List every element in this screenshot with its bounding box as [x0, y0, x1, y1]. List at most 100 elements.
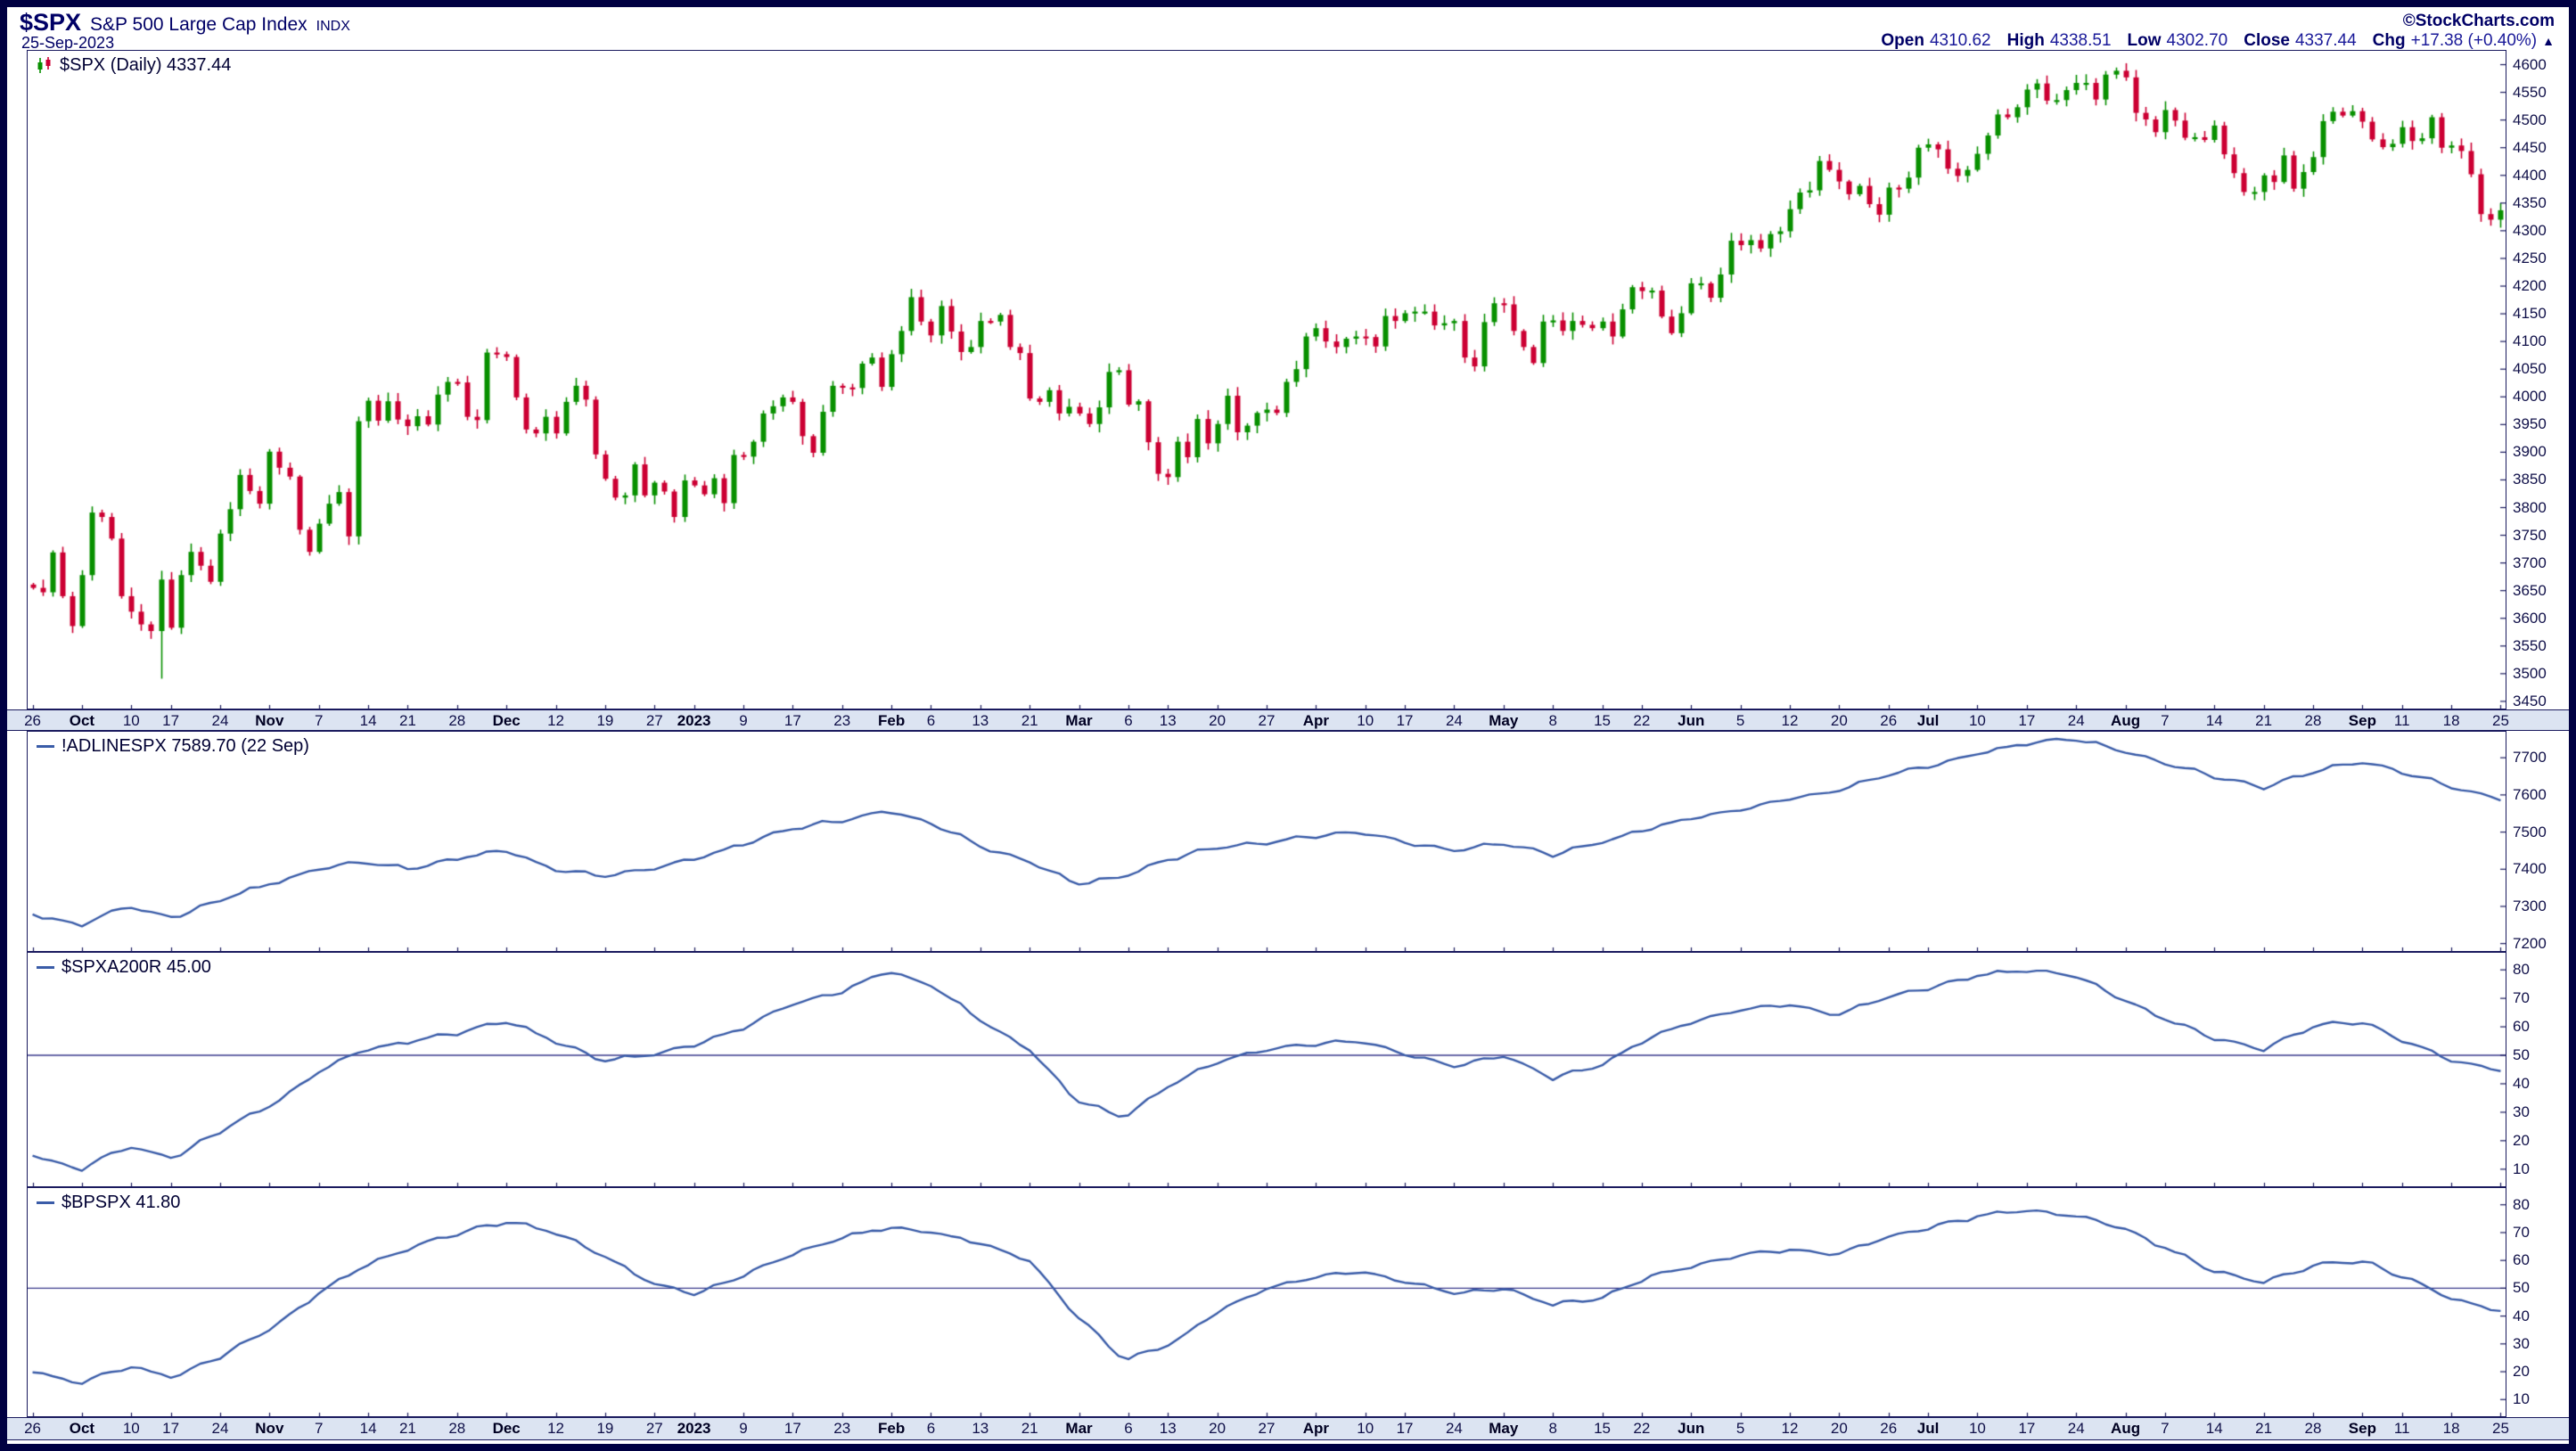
x-axis-label: 13 — [972, 712, 989, 729]
y-axis-label: 3800 — [2513, 498, 2547, 516]
adline-chart-canvas — [28, 732, 2506, 951]
x-axis-label: Sep — [2348, 712, 2376, 729]
x-axis-label: Feb — [877, 1420, 906, 1437]
low-value: 4302.70 — [2166, 31, 2228, 50]
x-axis-label: May — [1489, 1420, 1519, 1437]
x-axis-label: 13 — [972, 1420, 989, 1437]
x-axis-label: 9 — [739, 712, 748, 729]
adline-legend: !ADLINESPX 7589.70 (22 Sep) — [37, 736, 309, 757]
y-axis-label: 4250 — [2513, 249, 2547, 266]
high-value: 4338.51 — [2049, 31, 2112, 50]
x-axis-label: 25 — [2491, 712, 2509, 729]
y-axis-label: 4500 — [2513, 111, 2547, 128]
x-axis-label: 28 — [448, 1420, 466, 1437]
y-axis-label: 3500 — [2513, 664, 2547, 682]
x-axis-label: 10 — [122, 1420, 140, 1437]
x-axis-label: 20 — [1830, 712, 1848, 729]
x-axis-label: 7 — [314, 712, 324, 729]
x-axis-label: 12 — [547, 712, 565, 729]
x-axis-label: Nov — [255, 712, 284, 729]
y-axis-label: 80 — [2513, 1195, 2530, 1213]
x-axis-label: 23 — [833, 712, 851, 729]
x-axis-label: Aug — [2111, 1420, 2141, 1437]
x-axis-label: 17 — [1396, 712, 1414, 729]
x-axis-label: 24 — [2067, 1420, 2085, 1437]
y-axis-label: 4200 — [2513, 277, 2547, 294]
x-axis-label: 21 — [2255, 1420, 2273, 1437]
y-axis-label: 50 — [2513, 1279, 2530, 1297]
y-axis-label: 7600 — [2513, 785, 2547, 803]
x-axis-label: 7 — [314, 1420, 324, 1437]
x-axis-bottom: 26 Oct 10 17 24 Nov 7 14 21 28 Dec 12 19 27 2023 9 17 23 F… — [7, 1417, 2569, 1440]
price-legend-label: $SPX (Daily) 4337.44 — [60, 55, 232, 75]
x-axis-label: 27 — [645, 1420, 663, 1437]
change-label: Chg — [2372, 31, 2406, 50]
x-axis-label: 5 — [1735, 712, 1745, 729]
y-axis-label: 7300 — [2513, 897, 2547, 914]
x-axis-label: 19 — [596, 1420, 614, 1437]
x-axis-label: 21 — [398, 1420, 416, 1437]
chart-header: $SPX S&P 500 Large Cap Index INDX — [20, 9, 350, 37]
spxa200r-panel: $SPXA200R 45.00 80 70 60 50 40 30 20 10 — [27, 952, 2530, 1187]
y-axis-label: 60 — [2513, 1251, 2530, 1269]
x-axis-label: Dec — [492, 712, 521, 729]
adline-panel: !ADLINESPX 7589.70 (22 Sep) 7700 7600 7500… — [27, 731, 2547, 952]
y-axis-label: 3950 — [2513, 415, 2547, 433]
x-axis-label: 23 — [833, 1420, 851, 1437]
x-axis-label: 9 — [739, 1420, 748, 1437]
x-axis-label: 8 — [1548, 1420, 1557, 1437]
x-axis-label: 21 — [1021, 1420, 1038, 1437]
x-axis-label: Apr — [1302, 1420, 1330, 1437]
x-axis-label: 18 — [2442, 712, 2460, 729]
bpspx-panel: $BPSPX 41.80 80 70 60 50 40 30 20 10 — [27, 1187, 2530, 1417]
x-axis-label: 14 — [359, 1420, 377, 1437]
y-axis-label: 3450 — [2513, 692, 2547, 709]
x-axis-label: Jul — [1916, 1420, 1940, 1437]
x-axis-label: 19 — [596, 712, 614, 729]
close-value: 4337.44 — [2294, 31, 2357, 50]
close-quote: Close 4337.44 — [2244, 31, 2356, 51]
y-axis-label: 4150 — [2513, 305, 2547, 323]
y-axis-label: 4450 — [2513, 138, 2547, 156]
y-axis-label: 30 — [2513, 1103, 2530, 1120]
x-axis-label: 13 — [1159, 1420, 1177, 1437]
x-axis-label: 6 — [926, 712, 936, 729]
y-axis-label: 4600 — [2513, 55, 2547, 73]
x-axis-label: Jul — [1916, 712, 1940, 729]
y-axis-label: 10 — [2513, 1160, 2530, 1177]
indicator-line-icon — [37, 745, 54, 748]
x-axis-label: Mar — [1065, 1420, 1093, 1437]
x-axis-label: 6 — [926, 1420, 936, 1437]
y-axis-label: 70 — [2513, 989, 2530, 1007]
x-axis-label: 14 — [359, 712, 377, 729]
x-axis-label: 21 — [2255, 712, 2273, 729]
x-axis-label: May — [1489, 712, 1519, 729]
x-axis-label: Oct — [69, 712, 95, 729]
x-axis-label: Jun — [1678, 1420, 1705, 1437]
open-value: 4310.62 — [1929, 31, 1991, 50]
high-label: High — [2006, 31, 2045, 50]
x-axis-top: 26 Oct 10 17 24 Nov 7 14 21 28 Dec 12 19 27 2023 9 17 23 F… — [7, 709, 2569, 731]
y-axis-label: 70 — [2513, 1223, 2530, 1241]
x-axis-label: 28 — [448, 712, 466, 729]
x-axis-label: 22 — [1633, 1420, 1651, 1437]
y-axis-label: 60 — [2513, 1018, 2530, 1036]
x-axis-label: 10 — [1357, 712, 1374, 729]
x-axis-label: 10 — [122, 712, 140, 729]
chart-date: 25-Sep-2023 — [21, 34, 115, 52]
symbol-label: $SPX — [20, 9, 82, 36]
y-axis-label: 4050 — [2513, 360, 2547, 378]
y-axis-label: 4300 — [2513, 221, 2547, 239]
x-axis-label: 14 — [2205, 1420, 2223, 1437]
y-axis-label: 20 — [2513, 1131, 2530, 1149]
x-axis-label: 18 — [2442, 1420, 2460, 1437]
indicator-line-icon — [37, 966, 54, 969]
price-chart-canvas — [28, 51, 2506, 709]
x-axis-label: 25 — [2491, 1420, 2509, 1437]
x-axis-label: 17 — [783, 1420, 801, 1437]
x-axis-label: 12 — [547, 1420, 565, 1437]
y-axis-label: 3750 — [2513, 526, 2547, 544]
adline-legend-label: !ADLINESPX 7589.70 (22 Sep) — [62, 736, 309, 756]
y-axis-label: 3600 — [2513, 609, 2547, 627]
x-axis-label: Nov — [255, 1420, 284, 1437]
